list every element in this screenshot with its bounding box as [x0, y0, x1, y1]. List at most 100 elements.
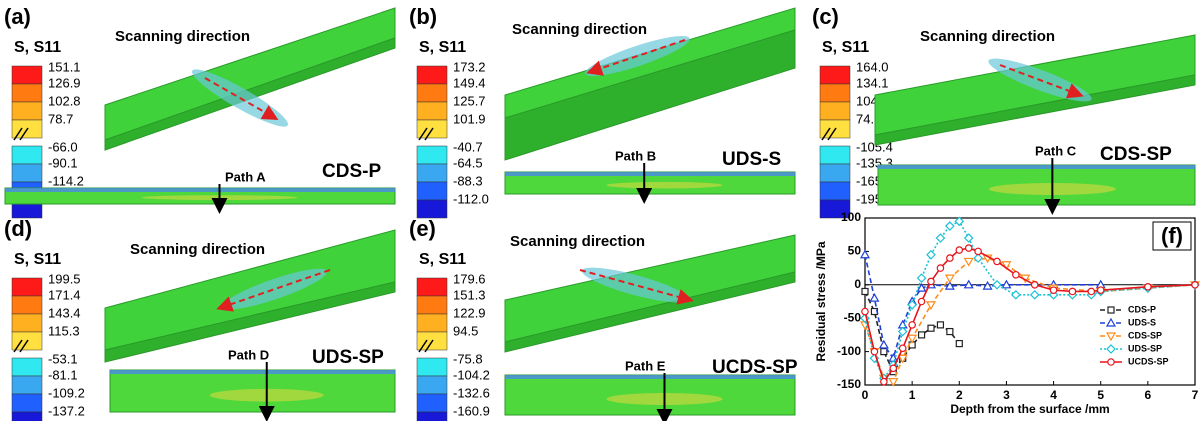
legend-label: UCDS-SP	[1128, 356, 1169, 366]
x-tick-label: 1	[909, 388, 916, 402]
legend-swatch	[12, 164, 42, 182]
scan-label: Scanning direction	[130, 241, 265, 258]
scan-label: Scanning direction	[510, 233, 645, 250]
legend-value: -104.2	[453, 367, 490, 382]
data-point	[881, 378, 887, 384]
legend-swatch	[820, 102, 850, 120]
x-tick-label: 7	[1192, 388, 1199, 402]
legend-marker	[1108, 359, 1114, 365]
legend-value: 115.3	[48, 323, 80, 338]
legend-swatch	[12, 278, 42, 296]
data-point	[994, 258, 1000, 264]
surface-layer	[110, 370, 395, 374]
data-point	[862, 288, 868, 294]
legend-value: -160.9	[453, 403, 490, 418]
legend-value: 173.2	[453, 59, 486, 74]
case-label: CDS-SP	[1100, 144, 1172, 165]
data-point	[862, 308, 868, 314]
legend-marker	[1108, 307, 1114, 313]
y-tick-label: 100	[841, 210, 861, 224]
surface-layer	[505, 172, 795, 176]
legend-value: 134.1	[856, 75, 889, 90]
legend-value: -90.1	[48, 155, 78, 170]
path-label: Path A	[225, 169, 266, 184]
data-point	[956, 247, 962, 253]
data-point	[1192, 282, 1198, 288]
legend-value: -53.1	[48, 351, 78, 366]
data-point	[947, 329, 953, 335]
data-point	[871, 348, 877, 354]
legend-value: 122.9	[453, 305, 486, 320]
case-label: UCDS-SP	[712, 357, 798, 378]
legend-swatch	[12, 146, 42, 164]
legend-value: 149.4	[453, 75, 486, 90]
y-tick-label: -150	[837, 377, 861, 391]
data-point	[975, 248, 981, 254]
data-point	[1145, 284, 1151, 290]
scan-label: Scanning direction	[512, 21, 647, 38]
legend-swatch	[12, 358, 42, 376]
stress-label: S, S11	[14, 39, 61, 56]
panel: (d)S, S11199.5-53.1171.4-81.1143.4-109.2…	[4, 216, 395, 421]
path-label: Path E	[625, 358, 666, 373]
case-label: UDS-S	[722, 149, 781, 170]
legend-swatch	[417, 102, 447, 120]
data-point	[1088, 288, 1094, 294]
legend-value: -64.5	[453, 155, 483, 170]
data-point	[1069, 288, 1075, 294]
x-tick-label: 5	[1097, 388, 1104, 402]
data-point	[966, 245, 972, 251]
surface-layer	[878, 165, 1195, 169]
stress-label: S, S11	[419, 251, 466, 268]
legend-swatch	[417, 146, 447, 164]
legend-value: 125.7	[453, 93, 486, 108]
legend-value: -66.0	[48, 139, 78, 154]
legend-label: UDS-SP	[1128, 343, 1162, 353]
legend-value: 179.6	[453, 271, 486, 286]
legend-value: -75.8	[453, 351, 483, 366]
legend-value: -132.6	[453, 385, 490, 400]
data-point	[1013, 272, 1019, 278]
data-point	[956, 341, 962, 347]
data-point	[1050, 287, 1056, 293]
legend-swatch	[12, 394, 42, 412]
legend-swatch	[12, 376, 42, 394]
legend-value: -40.7	[453, 139, 483, 154]
legend-label: CDS-SP	[1128, 330, 1162, 340]
panel-label: (e)	[409, 216, 436, 241]
legend-swatch	[417, 376, 447, 394]
legend-value: 78.7	[48, 111, 73, 126]
panel-label: (f)	[1161, 223, 1183, 248]
legend-swatch	[12, 84, 42, 102]
legend-value: 151.1	[48, 59, 81, 74]
x-tick-label: 2	[956, 388, 963, 402]
data-point	[881, 349, 887, 355]
data-point	[928, 278, 934, 284]
legend-swatch	[417, 66, 447, 84]
legend-value: 102.8	[48, 93, 81, 108]
legend-value: 199.5	[48, 271, 81, 286]
data-point	[947, 255, 953, 261]
scan-label: Scanning direction	[920, 28, 1055, 45]
y-tick-label: -50	[844, 310, 862, 324]
legend-swatch	[417, 84, 447, 102]
legend-swatch	[417, 182, 447, 200]
data-point	[890, 365, 896, 371]
legend-value: -114.2	[48, 173, 84, 188]
data-point	[1098, 287, 1104, 293]
legend-swatch	[417, 412, 447, 421]
panel: (b)S, S11173.2-40.7149.4-64.5125.7-88.31…	[409, 4, 795, 218]
data-point	[918, 298, 924, 304]
path-label: Path D	[228, 347, 269, 362]
legend-value: -137.2	[48, 403, 85, 418]
x-tick-label: 6	[1145, 388, 1152, 402]
legend-swatch	[820, 164, 850, 182]
legend-swatch	[12, 412, 42, 421]
y-tick-label: 50	[848, 244, 862, 258]
panel-label: (a)	[4, 4, 31, 29]
legend-swatch	[820, 146, 850, 164]
panel: (e)S, S11179.6-75.8151.3-104.2122.9-132.…	[409, 216, 798, 421]
x-axis-label: Depth from the surface /mm	[950, 402, 1109, 416]
data-point	[928, 325, 934, 331]
panel: (a)S, S11151.1-66.0126.9-90.1102.8-114.2…	[4, 4, 395, 218]
